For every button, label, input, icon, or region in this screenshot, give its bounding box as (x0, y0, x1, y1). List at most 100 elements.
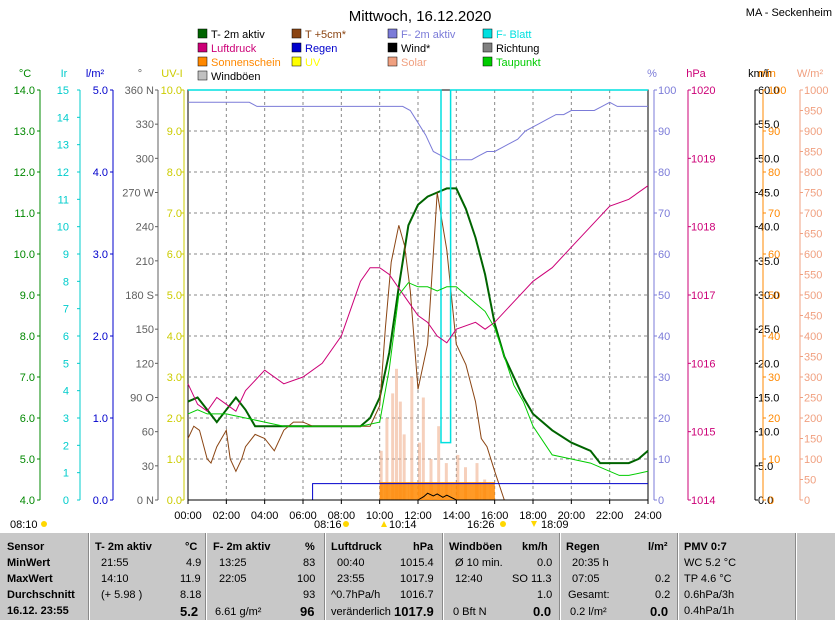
legend-label: Wind* (401, 43, 431, 55)
t2m-avg: 8.18 (180, 589, 202, 601)
legend-swatch (482, 28, 493, 39)
f2m-avg: 93 (303, 589, 316, 601)
press-tick-label: 1014 (691, 495, 715, 507)
press-tick-label: 1020 (691, 85, 715, 97)
rain-current: 0.0 (650, 604, 669, 619)
uv-axis-unit: UV-I (161, 68, 182, 80)
press-tick-label: 1015 (691, 427, 715, 439)
gust-min-label: Ø 10 min. (455, 557, 503, 569)
legend-label: Windböen (211, 71, 261, 83)
rain-header: Regen (566, 541, 600, 553)
uv-tick-label: 3.0 (167, 372, 182, 384)
gust-header: Windböen (449, 541, 503, 553)
time-tick-label: 24:00 (634, 510, 662, 522)
rain-cur-label: 0.2 l/m² (570, 606, 607, 618)
gust-max-time: 12:40 (455, 573, 483, 585)
pmv-press3h: 0.6hPa/3h (684, 589, 735, 601)
legend-swatch (291, 56, 302, 67)
hum-tick-label: 80 (658, 167, 670, 179)
hum-tick-label: 40 (658, 331, 670, 343)
time-tick-label: 14:00 (443, 510, 471, 522)
legend-swatch (387, 56, 398, 67)
sunmin-tick-label: 0 (768, 495, 774, 507)
sunshine-bar (418, 482, 423, 500)
t2m-min: 4.9 (186, 557, 202, 569)
weather-chart: Mittwoch, 16.12.2020 MA - Seckenheim T- … (10, 7, 832, 531)
series-f-2m-aktiv (188, 101, 648, 161)
temp-tick-label: 4.0 (20, 495, 35, 507)
plot-area: 00:00 02:00 04:00 06:00 08:00 10:00 12:00 14:00… (174, 89, 662, 522)
gust-current: 0.0 (533, 604, 552, 619)
solar-tick-label: 0 (804, 495, 810, 507)
hum-tick-label: 20 (658, 413, 670, 425)
series-t-2m-aktiv (187, 187, 649, 465)
dir-tick-label: 360 N (125, 85, 154, 97)
solar-bar (379, 450, 383, 500)
f2m-header: F- 2m aktiv (213, 541, 271, 553)
hum-tick-label: 70 (658, 208, 670, 220)
sunshine-bar (461, 482, 467, 500)
wind-tick-label: 15.0 (758, 393, 779, 405)
time-markers: 08:10 08:16 10:14 16:26 18:09 (10, 519, 569, 531)
solar-tick-label: 450 (804, 311, 822, 323)
uv-tick-label: 5.0 (167, 290, 182, 302)
sunmin-tick-label: 80 (768, 167, 780, 179)
solar-tick-label: 1000 (804, 85, 828, 97)
temp-tick-label: 11.0 (14, 208, 35, 220)
current-timestamp: 16.12. 23:55 (7, 605, 69, 617)
sunshine-bar (413, 482, 419, 500)
gust-cur-label: 0 Bft N (453, 606, 487, 618)
t2m-header: T- 2m aktiv (95, 541, 152, 553)
legend-swatch (482, 56, 493, 67)
time-tick-label: 02:00 (213, 510, 241, 522)
chart-title: Mittwoch, 16.12.2020 (349, 8, 492, 25)
f2m-max: 100 (297, 573, 316, 585)
dir-tick-label: 210 (136, 256, 154, 268)
legend-label: Solar (401, 57, 427, 69)
sunmin-tick-label: 50 (768, 290, 780, 302)
rain-unit: l/m² (648, 541, 668, 553)
t2m-max: 11.9 (180, 573, 201, 585)
rain-avg: 0.2 (655, 589, 671, 601)
ir-axis-unit: Ir (61, 68, 68, 80)
wind-tick-label: 45.0 (758, 188, 779, 200)
legend-label: Sonnenschein (211, 57, 281, 69)
wind-axis-unit: km/h (748, 68, 772, 80)
solar-tick-label: 50 (804, 475, 816, 487)
legend-swatch (197, 42, 208, 53)
ir-tick-label: 4 (63, 386, 69, 398)
sunmin-tick-label: 40 (768, 331, 780, 343)
legend-swatch (482, 42, 493, 53)
temp-tick-label: 5.0 (20, 454, 35, 466)
f2m-unit: % (305, 541, 315, 553)
temp-tick-label: 13.0 (14, 126, 35, 138)
temp-tick-label: 14.0 (14, 85, 35, 97)
sunshine-bar (394, 482, 400, 500)
wind-tick-label: 50.0 (758, 153, 779, 165)
uv-tick-label: 4.0 (167, 331, 182, 343)
dir-tick-label: 30 (142, 461, 154, 473)
dir-tick-label: 270 W (122, 188, 154, 200)
stats-table: Sensor MinWert MaxWert Durchschnitt 16.1… (0, 533, 835, 620)
legend-swatch (197, 70, 208, 81)
hum-axis-unit: % (647, 68, 657, 80)
temp-tick-label: 8.0 (20, 331, 35, 343)
legend-swatch (387, 42, 398, 53)
sunshine-bar (422, 482, 428, 500)
sunshine-bar (398, 482, 404, 500)
sunrise-icon (343, 521, 349, 527)
legend-label: T +5cm* (305, 29, 347, 41)
press-min-time: 00:40 (337, 557, 365, 569)
uv-tick-label: 8.0 (167, 167, 182, 179)
legend-label: Regen (305, 43, 337, 55)
solar-bar (444, 463, 448, 500)
ir-tick-label: 3 (63, 413, 69, 425)
legend-label: T- 2m aktiv (211, 29, 265, 41)
time-tick-label: 18:00 (519, 510, 547, 522)
t2m-avg-label: (+ 5.98 ) (101, 589, 143, 601)
hum-tick-label: 50 (658, 290, 670, 302)
rain-max-time: 07:05 (572, 573, 600, 585)
press-max: 1017.9 (400, 573, 434, 585)
solar-tick-label: 750 (804, 188, 822, 200)
solar-tick-label: 500 (804, 290, 822, 302)
